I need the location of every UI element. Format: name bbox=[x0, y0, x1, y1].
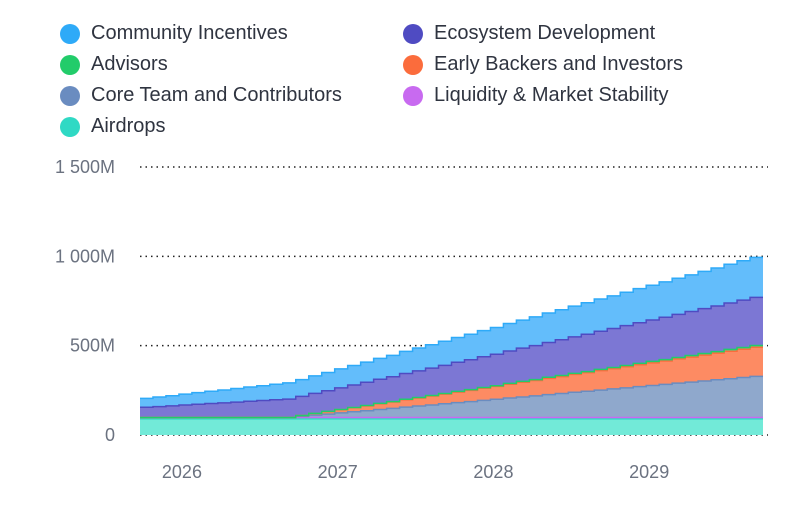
x-tick-label: 2027 bbox=[318, 462, 358, 482]
y-tick-label: 1 000M bbox=[55, 246, 115, 266]
legend-label: Community Incentives bbox=[91, 22, 288, 44]
legend-swatch bbox=[403, 23, 423, 44]
legend-item[interactable]: Ecosystem Development bbox=[403, 22, 763, 45]
legend-swatch bbox=[60, 85, 80, 106]
x-tick-label: 2026 bbox=[162, 462, 202, 482]
x-tick-label: 2028 bbox=[473, 462, 513, 482]
legend-item[interactable]: Community Incentives bbox=[60, 22, 403, 45]
x-tick-label: 2029 bbox=[629, 462, 669, 482]
area-community-incentives bbox=[140, 257, 763, 408]
y-tick-label: 0 bbox=[105, 425, 115, 445]
legend-label: Ecosystem Development bbox=[434, 22, 656, 44]
legend-swatch bbox=[60, 54, 80, 75]
legend-item[interactable]: Early Backers and Investors bbox=[403, 53, 763, 76]
legend-label: Advisors bbox=[91, 53, 168, 75]
line-core-team-and-contributors bbox=[140, 375, 763, 419]
area-core-team-and-contributors bbox=[140, 376, 763, 418]
y-tick-label: 1 500M bbox=[55, 157, 115, 177]
legend-swatch bbox=[60, 116, 80, 137]
legend-item[interactable]: Airdrops bbox=[60, 115, 403, 138]
legend-swatch bbox=[403, 85, 423, 106]
legend-item[interactable]: Liquidity & Market Stability bbox=[403, 84, 763, 107]
chart-legend: Community Incentives Ecosystem Developmen… bbox=[60, 22, 763, 138]
y-tick-label: 500M bbox=[70, 336, 115, 356]
legend-label: Liquidity & Market Stability bbox=[434, 84, 669, 106]
area-airdrops bbox=[140, 418, 763, 435]
legend-item[interactable]: Advisors bbox=[60, 53, 403, 76]
line-ecosystem-development bbox=[140, 296, 763, 409]
legend-label: Airdrops bbox=[91, 115, 166, 137]
line-community-incentives bbox=[140, 256, 763, 400]
legend-swatch bbox=[403, 54, 423, 75]
legend-label: Early Backers and Investors bbox=[434, 53, 683, 75]
line-advisors bbox=[140, 344, 763, 419]
legend-item[interactable]: Core Team and Contributors bbox=[60, 84, 403, 107]
legend-label: Core Team and Contributors bbox=[91, 84, 342, 106]
legend-swatch bbox=[60, 23, 80, 44]
